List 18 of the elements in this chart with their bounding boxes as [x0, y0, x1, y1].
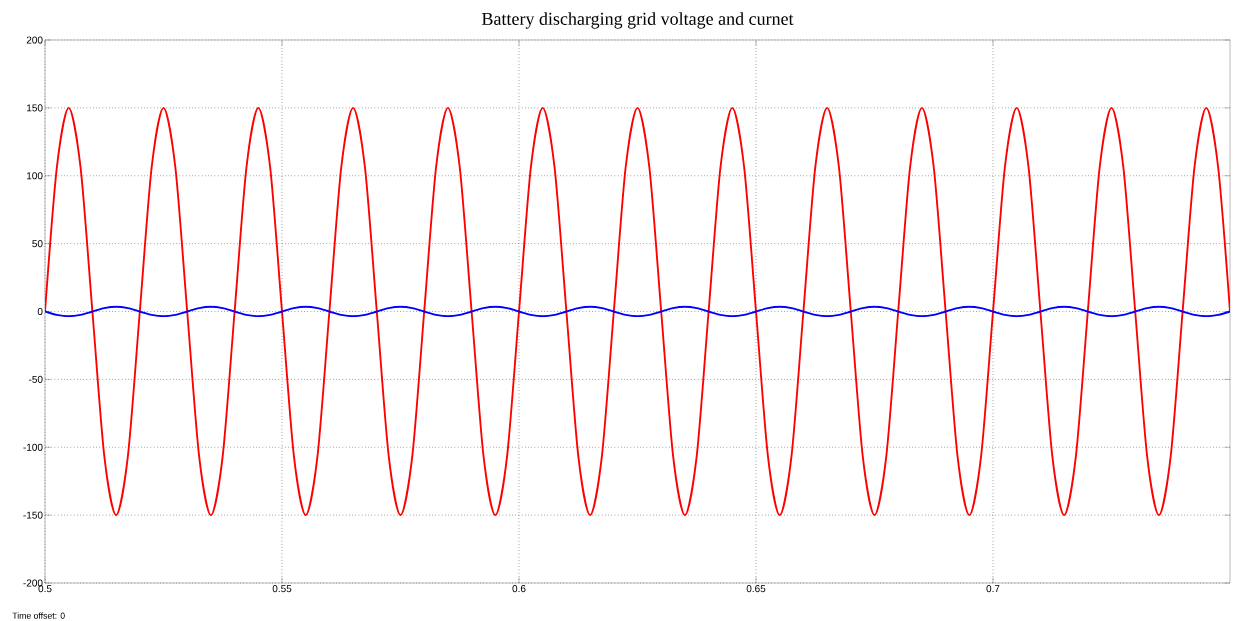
- x-tick-label: 0.7: [986, 585, 1000, 593]
- line-series: [45, 305, 1231, 318]
- text: Time offset: 0: [12, 612, 65, 619]
- chart-title: Battery discharging grid voltage and curnet: [481, 12, 794, 29]
- y-tick-label: 50: [32, 240, 43, 248]
- y-tick-label: 0: [37, 307, 43, 316]
- x-tick-label: 0.55: [272, 585, 292, 593]
- line-series: [45, 106, 1231, 517]
- y-tick-label: -150: [23, 511, 43, 519]
- y-tick-label: -50: [28, 375, 43, 383]
- y-tick-label: -100: [23, 443, 43, 451]
- x-tick-label: 0.5: [38, 585, 52, 593]
- x-tick-label: 0.6: [512, 585, 526, 593]
- y-tick-label: -200: [23, 579, 43, 587]
- x-tick-label: 0.65: [746, 585, 766, 593]
- y-tick-label: 200: [26, 36, 43, 44]
- y-tick-label: 150: [27, 104, 43, 112]
- y-tick-label: 100: [27, 172, 43, 180]
